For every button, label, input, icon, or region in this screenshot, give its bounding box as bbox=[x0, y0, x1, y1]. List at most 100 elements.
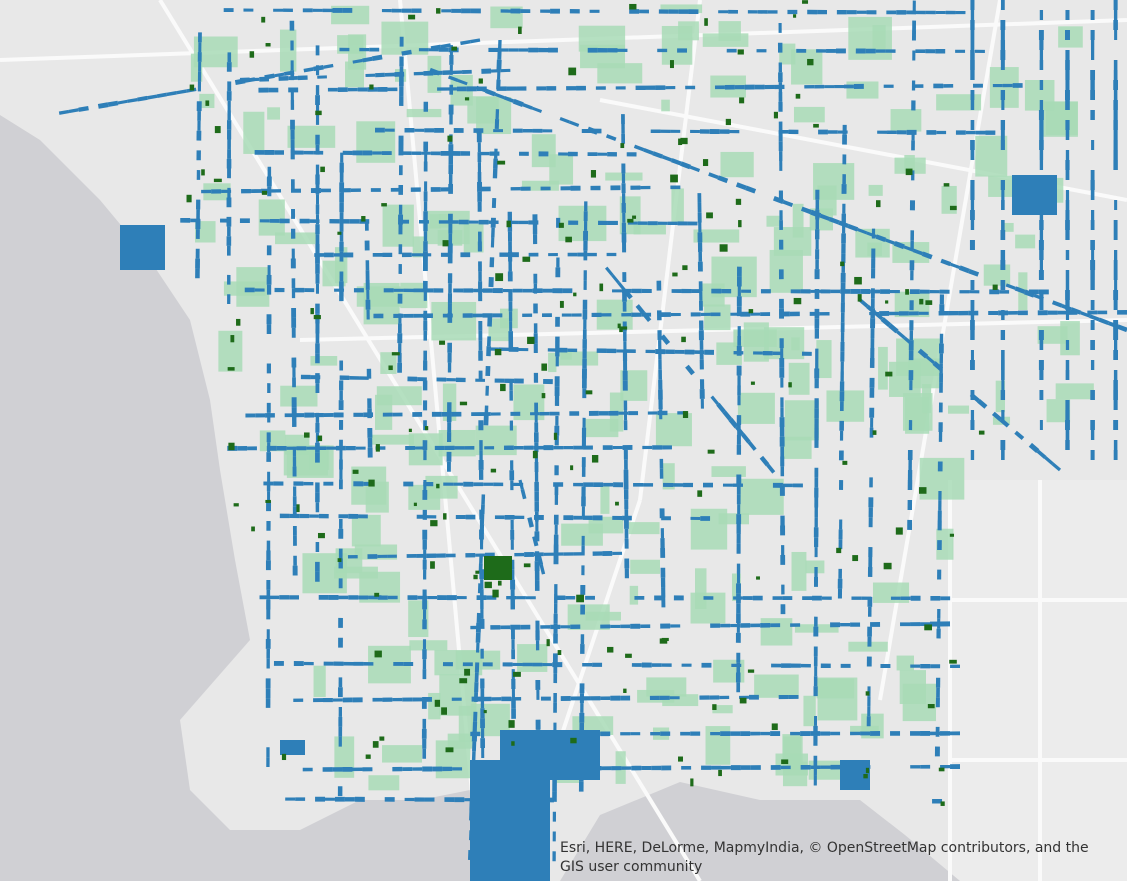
dark-green-dot bbox=[365, 754, 371, 759]
street-segment bbox=[531, 106, 543, 114]
street-segment bbox=[494, 92, 505, 100]
green-patch bbox=[334, 566, 378, 579]
green-patch bbox=[588, 516, 624, 534]
dark-green-area bbox=[484, 556, 512, 580]
green-patch bbox=[848, 641, 888, 652]
green-patch bbox=[782, 436, 812, 459]
dark-green-dot bbox=[590, 170, 597, 178]
street-segment bbox=[469, 38, 481, 44]
green-patch bbox=[803, 695, 816, 727]
dark-green-dot bbox=[296, 504, 300, 513]
dark-green-dot bbox=[558, 222, 564, 228]
street-segment bbox=[1098, 317, 1110, 326]
dark-green-dot bbox=[320, 166, 325, 173]
dark-green-dot bbox=[368, 479, 375, 487]
green-patch bbox=[769, 249, 803, 293]
street-segment bbox=[903, 336, 913, 346]
green-patch bbox=[365, 481, 389, 513]
green-patch bbox=[1037, 326, 1068, 344]
green-patch bbox=[788, 362, 810, 395]
dark-green-dot bbox=[672, 272, 678, 277]
street-segment bbox=[661, 155, 673, 162]
green-patch bbox=[1046, 399, 1071, 423]
dark-green-dot bbox=[391, 352, 400, 356]
green-patch bbox=[560, 350, 572, 360]
dark-green-dot bbox=[680, 137, 688, 145]
dark-green-dot bbox=[678, 756, 683, 762]
green-patch bbox=[424, 210, 470, 245]
dark-green-dot bbox=[735, 198, 742, 205]
dark-green-dot bbox=[484, 581, 492, 589]
street-segment bbox=[1028, 442, 1040, 454]
dark-green-dot bbox=[632, 215, 637, 219]
dark-green-areas bbox=[186, 0, 998, 806]
street-segment bbox=[741, 433, 751, 444]
dark-green-dot bbox=[541, 363, 548, 371]
dark-green-dot bbox=[443, 513, 447, 520]
street-segment bbox=[475, 85, 487, 93]
blue-area bbox=[470, 760, 550, 881]
green-patch bbox=[345, 61, 365, 88]
dark-green-dot bbox=[228, 442, 235, 451]
street-segment bbox=[137, 95, 148, 102]
street-segment bbox=[838, 220, 849, 229]
dark-green-dot bbox=[576, 594, 585, 603]
green-patch bbox=[1060, 321, 1080, 356]
street-segment bbox=[1051, 462, 1062, 472]
green-patch bbox=[351, 514, 381, 547]
street-segment bbox=[587, 126, 599, 135]
green-patch bbox=[889, 361, 921, 397]
dark-green-dot bbox=[795, 93, 801, 99]
street-segment bbox=[176, 89, 187, 95]
dark-green-dot bbox=[408, 428, 412, 433]
dark-green-dot bbox=[940, 801, 945, 806]
street-segment bbox=[1014, 286, 1026, 294]
dark-green-dot bbox=[949, 659, 957, 664]
street-segment bbox=[460, 39, 471, 46]
green-patch bbox=[791, 49, 823, 85]
dark-green-dot bbox=[265, 499, 271, 503]
dark-green-dot bbox=[500, 383, 506, 392]
dark-green-dot bbox=[490, 468, 497, 473]
street-segment bbox=[117, 99, 128, 105]
street-segment bbox=[1089, 314, 1100, 322]
dark-green-dot bbox=[924, 624, 933, 631]
dark-green-dot bbox=[451, 46, 458, 51]
street-segment bbox=[847, 223, 859, 232]
dark-green-dot bbox=[527, 336, 535, 344]
street-segment bbox=[97, 102, 109, 109]
street-segment bbox=[1116, 324, 1127, 333]
green-patch bbox=[791, 337, 800, 351]
dark-green-dot bbox=[883, 562, 892, 570]
dark-green-dot bbox=[447, 135, 453, 142]
dark-green-dot bbox=[670, 174, 678, 183]
green-patch bbox=[267, 107, 281, 120]
green-patch bbox=[716, 342, 742, 365]
street-segment bbox=[977, 398, 988, 409]
dark-green-dot bbox=[201, 169, 205, 176]
green-patch bbox=[548, 352, 557, 373]
dark-green-dot bbox=[313, 315, 321, 320]
dark-green-dot bbox=[573, 292, 577, 297]
dark-green-dot bbox=[281, 753, 287, 761]
dark-green-dot bbox=[863, 774, 868, 779]
green-patch bbox=[678, 21, 699, 41]
dark-green-dot bbox=[478, 78, 483, 84]
green-patch bbox=[948, 405, 970, 414]
green-patch bbox=[380, 352, 397, 374]
street-segment bbox=[759, 455, 770, 467]
street-segment bbox=[518, 479, 524, 490]
green-patch bbox=[310, 356, 338, 366]
dark-green-dot bbox=[627, 218, 634, 223]
street-segment bbox=[969, 392, 980, 403]
green-patch bbox=[792, 203, 804, 238]
street-segment bbox=[734, 425, 745, 436]
green-patch bbox=[447, 733, 475, 749]
dark-green-dot bbox=[938, 767, 945, 772]
street-segment bbox=[1070, 307, 1082, 315]
dark-green-dot bbox=[704, 18, 708, 26]
dark-green-dot bbox=[483, 710, 487, 714]
green-patch bbox=[878, 346, 888, 390]
street-segment bbox=[689, 165, 701, 173]
